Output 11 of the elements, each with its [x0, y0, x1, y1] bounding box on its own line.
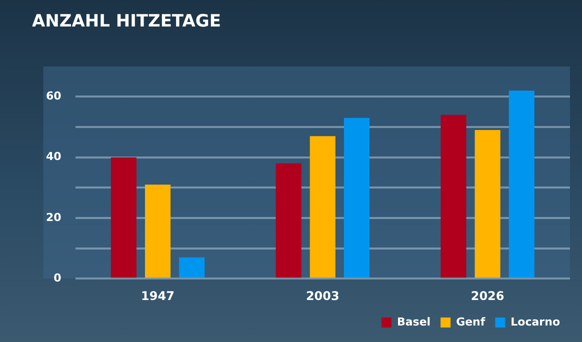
legend-label: Basel [396, 315, 431, 328]
legend-label: Genf [456, 315, 486, 328]
chart-title: ANZAHL HITZETAGE [32, 12, 221, 32]
y-tick-label: 40 [46, 150, 62, 164]
y-tick-label: 60 [46, 90, 62, 103]
y-tick-label: 20 [46, 210, 62, 224]
x-tick-label: 2003 [306, 288, 340, 303]
y-tick-label: 0 [54, 271, 62, 284]
x-tick-label: 2026 [470, 288, 504, 303]
legend-label: Locarno [510, 315, 560, 328]
x-tick-label: 1947 [141, 288, 174, 303]
